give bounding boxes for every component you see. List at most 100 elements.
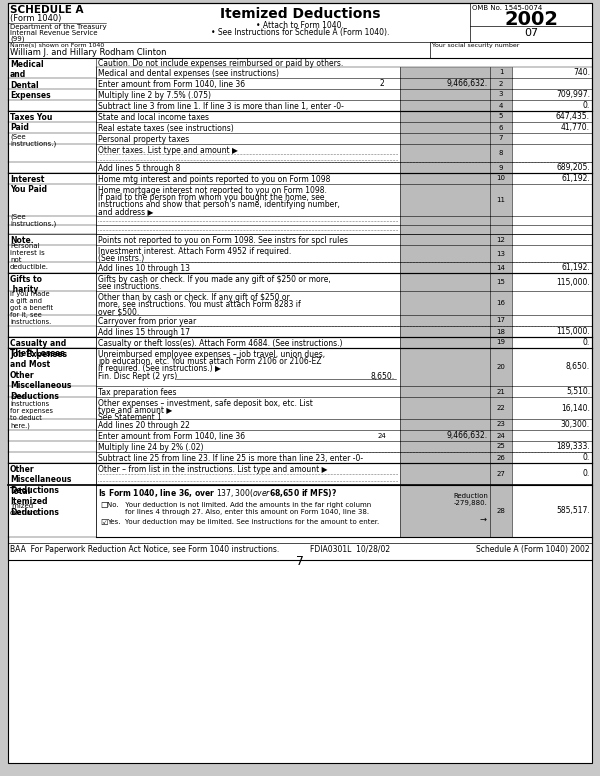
Bar (8, 273, 96, 337)
Text: Reduction: Reduction (453, 493, 488, 499)
Bar (400, 386, 512, 397)
Text: 647,435.: 647,435. (556, 112, 590, 121)
Text: Gifts to
 harity: Gifts to harity (10, 275, 42, 294)
Bar (400, 452, 512, 463)
Text: 16: 16 (497, 300, 505, 306)
Text: Add lines 10 through 13: Add lines 10 through 13 (98, 264, 190, 273)
Text: See Statement 1: See Statement 1 (98, 413, 162, 422)
Bar (400, 315, 512, 326)
Text: (See instrs.): (See instrs.) (98, 254, 144, 263)
Text: 16,140.: 16,140. (561, 404, 590, 413)
Text: 189,333.: 189,333. (556, 442, 590, 451)
Bar (400, 162, 512, 173)
Bar (8, 348, 96, 463)
Bar (8, 337, 96, 348)
Bar (400, 337, 512, 348)
Text: 24: 24 (497, 432, 505, 438)
Text: job education, etc. You must attach Form 2106 or 2106-EZ: job education, etc. You must attach Form… (98, 357, 322, 366)
Text: 2: 2 (380, 79, 385, 88)
Text: Other – from list in the instructions. List type and amount ▶: Other – from list in the instructions. L… (98, 465, 328, 474)
Bar (8, 234, 96, 273)
Text: 23: 23 (497, 421, 505, 428)
Text: 18: 18 (497, 328, 505, 334)
Text: ☑: ☑ (100, 518, 107, 527)
Text: FDIA0301L  10/28/02: FDIA0301L 10/28/02 (310, 545, 390, 554)
Text: (Form 1040): (Form 1040) (10, 14, 61, 23)
Bar (400, 234, 512, 245)
Text: Tax preparation fees: Tax preparation fees (98, 388, 176, 397)
Text: 28: 28 (497, 508, 505, 514)
Text: 585,517.: 585,517. (556, 507, 590, 515)
Text: -279,880.: -279,880. (454, 500, 488, 506)
Text: 3: 3 (499, 92, 503, 98)
Bar (400, 216, 512, 225)
Bar (400, 348, 512, 386)
Bar (400, 262, 512, 273)
Text: 19: 19 (497, 340, 505, 345)
Text: type and amount ▶: type and amount ▶ (98, 406, 172, 415)
Text: Caution. Do not include expenses reimbursed or paid by others.: Caution. Do not include expenses reimbur… (98, 59, 343, 68)
Text: If you made
a gift and
got a benefit
for it, see
instructions.: If you made a gift and got a benefit for… (10, 291, 53, 325)
Text: Points not reported to you on Form 1098. See instrs for spcl rules: Points not reported to you on Form 1098.… (98, 236, 348, 245)
Bar (400, 225, 512, 234)
Text: SCHEDULE A: SCHEDULE A (10, 5, 83, 15)
Text: 25: 25 (497, 444, 505, 449)
Text: 07: 07 (524, 28, 538, 38)
Text: • See Instructions for Schedule A (Form 1040).: • See Instructions for Schedule A (Form … (211, 28, 389, 37)
Text: Itemized Deductions: Itemized Deductions (220, 7, 380, 21)
Text: 6: 6 (499, 124, 503, 130)
Bar (400, 144, 512, 162)
Text: 9,466,632.: 9,466,632. (447, 79, 488, 88)
Text: 8,650.: 8,650. (371, 372, 395, 381)
Bar (400, 441, 512, 452)
Text: Job Expenses
and Most
Other
Miscellaneous
Deductions: Job Expenses and Most Other Miscellaneou… (10, 350, 71, 400)
Text: Note.: Note. (10, 236, 34, 245)
Text: 5,510.: 5,510. (566, 387, 590, 396)
Bar (400, 419, 512, 430)
Text: 8,650.: 8,650. (566, 362, 590, 372)
Text: (See
instructions
for expenses
to deduct
here.): (See instructions for expenses to deduct… (10, 394, 53, 429)
Text: 24: 24 (377, 432, 386, 438)
Text: Home mtg interest and points reported to you on Form 1098: Home mtg interest and points reported to… (98, 175, 331, 184)
Text: Yes.  Your deduction may be limited. See instructions for the amount to enter.: Yes. Your deduction may be limited. See … (107, 519, 379, 525)
Text: Your social security number: Your social security number (432, 43, 520, 48)
Text: Personal
interest is
not
deductible.: Personal interest is not deductible. (10, 243, 49, 270)
Text: 0.: 0. (583, 453, 590, 462)
Text: Other taxes. List type and amount ▶: Other taxes. List type and amount ▶ (98, 146, 238, 155)
Bar (400, 78, 512, 89)
Text: Add lines 20 through 22: Add lines 20 through 22 (98, 421, 190, 430)
Bar (400, 273, 512, 291)
Text: Schedule A (Form 1040) 2002: Schedule A (Form 1040) 2002 (476, 545, 590, 554)
Text: instructions and show that person's name, identifying number,: instructions and show that person's name… (98, 200, 340, 209)
Bar (400, 89, 512, 100)
Text: Enter amount from Form 1040, line 36: Enter amount from Form 1040, line 36 (98, 432, 245, 441)
Text: 30,300.: 30,300. (561, 420, 590, 429)
Bar (8, 3, 592, 560)
Bar (400, 67, 512, 78)
Bar (400, 111, 512, 122)
Text: Other
Miscellaneous
Deductions: Other Miscellaneous Deductions (10, 465, 71, 495)
Text: 11: 11 (497, 197, 505, 203)
Text: for lines 4 through 27. Also, enter this amount on Form 1040, line 38.: for lines 4 through 27. Also, enter this… (107, 509, 369, 515)
Bar (8, 173, 96, 234)
Text: 20: 20 (497, 364, 505, 370)
Text: 0.: 0. (583, 338, 590, 347)
Text: 8: 8 (499, 150, 503, 156)
Bar (430, 42, 592, 58)
Text: • Attach to Form 1040.: • Attach to Form 1040. (256, 21, 344, 30)
Bar (400, 485, 512, 537)
Text: Casualty and
Theft Losses: Casualty and Theft Losses (10, 339, 66, 359)
Text: Name(s) shown on Form 1040: Name(s) shown on Form 1040 (10, 43, 104, 48)
Bar (470, 3, 592, 45)
Text: Unreimbursed employee expenses – job travel, union dues,: Unreimbursed employee expenses – job tra… (98, 350, 325, 359)
Text: more, see instructions. You must attach Form 8283 if: more, see instructions. You must attach … (98, 300, 301, 309)
Bar (8, 58, 96, 111)
Text: 41,770.: 41,770. (561, 123, 590, 132)
Text: Interest
You Paid: Interest You Paid (10, 175, 47, 195)
Text: If paid to the person from whom you bought the home, see: If paid to the person from whom you boug… (98, 193, 325, 202)
Text: (See
instructions.): (See instructions.) (10, 133, 56, 147)
Text: Casualty or theft loss(es). Attach Form 4684. (See instructions.): Casualty or theft loss(es). Attach Form … (98, 339, 343, 348)
Text: Add lines 15 through 17: Add lines 15 through 17 (98, 328, 190, 337)
Bar (400, 463, 512, 485)
Text: 9,466,632.: 9,466,632. (447, 431, 488, 440)
